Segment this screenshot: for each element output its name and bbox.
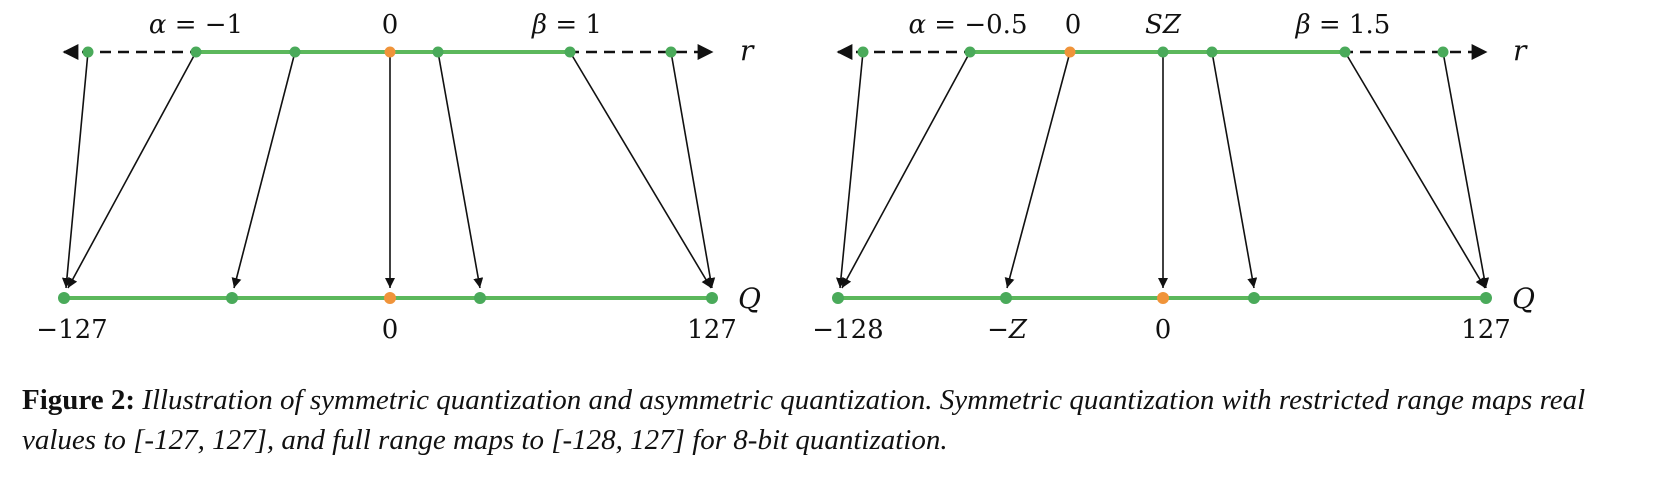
qmax-label: 127 bbox=[687, 315, 737, 345]
quant-points bbox=[832, 292, 1492, 304]
real-point bbox=[857, 46, 869, 58]
mapping-arrow bbox=[841, 51, 971, 289]
caption-text: Illustration of symmetric quantization a… bbox=[22, 384, 1586, 456]
caption-label: Figure 2: bbox=[22, 384, 136, 416]
real-point bbox=[1339, 46, 1351, 58]
quant-point bbox=[1000, 292, 1012, 304]
real-axis-label: r bbox=[740, 34, 755, 67]
quant-point bbox=[226, 292, 238, 304]
quant-point bbox=[58, 292, 70, 304]
figure-caption: Figure 2: Illustration of symmetric quan… bbox=[22, 380, 1637, 460]
mapping-arrow bbox=[437, 51, 484, 289]
qmax-label: 127 bbox=[1461, 315, 1511, 345]
neg-z-label: −Z bbox=[987, 315, 1028, 345]
quant-point bbox=[706, 292, 718, 304]
qzero-label: 0 bbox=[382, 315, 399, 345]
real-point bbox=[432, 46, 444, 58]
mapping-arrow bbox=[1004, 51, 1071, 289]
real-point bbox=[1157, 46, 1169, 58]
real-point bbox=[82, 46, 94, 58]
zero-label: 0 bbox=[382, 10, 399, 40]
beta-label: β = 1 bbox=[531, 10, 602, 40]
quantization-figure: α = −1 0 β = 1 r Q −127 0 127 bbox=[36, 10, 1535, 345]
real-point bbox=[190, 46, 202, 58]
quant-point bbox=[832, 292, 844, 304]
mapping-arrow bbox=[1344, 51, 1486, 289]
quant-axis-label: Q bbox=[738, 282, 761, 315]
quant-axis-label: Q bbox=[1512, 282, 1535, 315]
quant-point bbox=[1480, 292, 1492, 304]
mapping-arrows bbox=[61, 51, 716, 289]
mapping-arrow bbox=[670, 51, 716, 289]
mapping-arrow bbox=[1211, 51, 1258, 289]
real-point bbox=[964, 46, 976, 58]
real-point bbox=[564, 46, 576, 58]
sz-label: SZ bbox=[1145, 10, 1182, 40]
quant-point bbox=[1248, 292, 1260, 304]
mapping-arrow bbox=[67, 51, 197, 289]
mapping-arrow bbox=[1442, 51, 1490, 289]
quant-point-zero bbox=[1157, 292, 1169, 304]
zero-label: 0 bbox=[1065, 10, 1082, 40]
quant-points bbox=[58, 292, 718, 304]
real-point bbox=[1206, 46, 1218, 58]
real-point-zero bbox=[384, 46, 396, 58]
real-point bbox=[665, 46, 677, 58]
qzero-label: 0 bbox=[1155, 315, 1172, 345]
asymmetric-panel: α = −0.5 0 SZ β = 1.5 r Q −128 −Z 0 127 bbox=[812, 10, 1535, 345]
alpha-label: α = −1 bbox=[149, 10, 243, 40]
real-point-zero bbox=[1064, 46, 1076, 58]
mapping-arrow bbox=[569, 51, 712, 289]
quant-point-zero bbox=[384, 292, 396, 304]
qmin-label: −127 bbox=[36, 315, 107, 345]
quant-point bbox=[474, 292, 486, 304]
mapping-arrow bbox=[231, 51, 296, 289]
real-point bbox=[289, 46, 301, 58]
mapping-arrows bbox=[835, 51, 1490, 289]
mapping-arrow bbox=[61, 51, 89, 289]
real-axis-label: r bbox=[1513, 34, 1528, 67]
real-point bbox=[1437, 46, 1449, 58]
symmetric-panel: α = −1 0 β = 1 r Q −127 0 127 bbox=[36, 10, 761, 345]
real-points bbox=[857, 46, 1449, 58]
real-points bbox=[82, 46, 677, 58]
alpha-label: α = −0.5 bbox=[908, 10, 1027, 40]
beta-label: β = 1.5 bbox=[1295, 10, 1391, 40]
qmin-label: −128 bbox=[812, 315, 883, 345]
mapping-arrow bbox=[835, 51, 864, 289]
